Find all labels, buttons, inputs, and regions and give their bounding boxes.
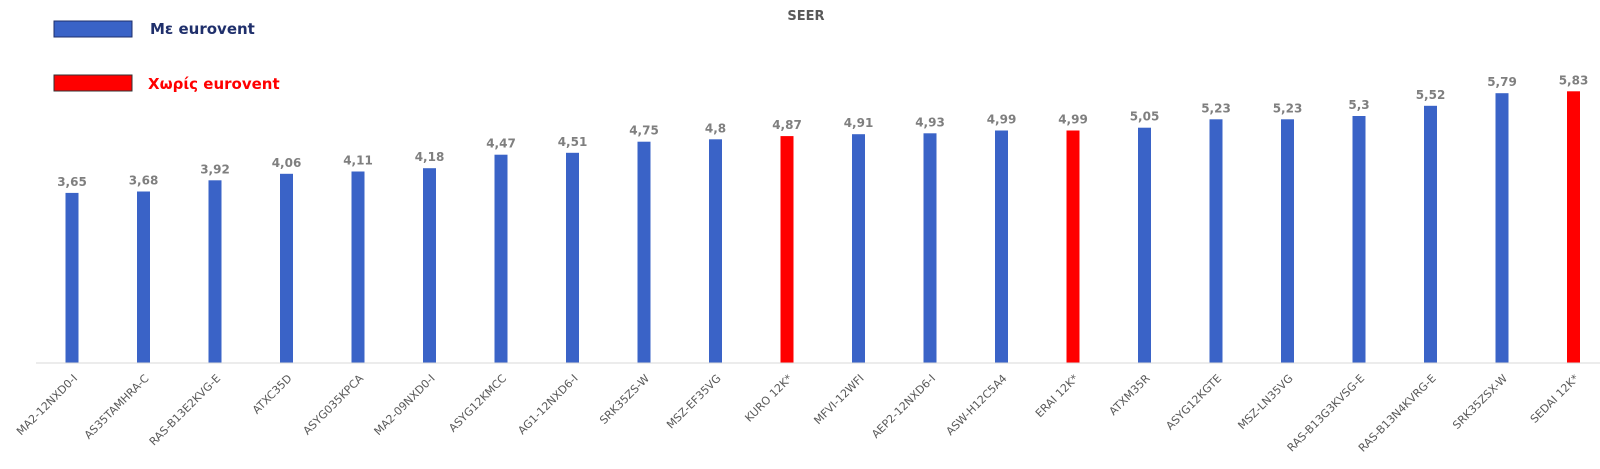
data-label-19: 5,52 [1416, 88, 1446, 102]
bar-0 [65, 192, 79, 363]
data-label-8: 4,75 [629, 124, 659, 138]
x-tick-label-11: MFVI-12WFI [811, 372, 866, 427]
data-label-7: 4,51 [558, 135, 588, 149]
legend-swatch-without-eurovent [53, 74, 133, 92]
bar-15 [1138, 127, 1151, 363]
x-tick-label-1: AS35TAMHRA-C [82, 372, 152, 442]
x-tick-label-12: AEP2-12NXD6-I [869, 372, 938, 441]
data-label-3: 4,06 [272, 156, 302, 170]
x-tick-label-0: MA2-12NXD0-I [14, 372, 80, 438]
x-tick-label-18: RAS-B13G3KVSG-E [1285, 372, 1367, 454]
x-tick-label-4: ASYG035KPCA [300, 372, 366, 438]
data-label-17: 5,23 [1273, 101, 1303, 115]
data-labels: 3,65 3,68 3,92 4,06 4,11 4,18 4,47 4,51 4,75 4,8 4… [57, 73, 1588, 189]
x-tick-label-5: MA2-09NXD0-I [372, 372, 438, 438]
bar-2 [208, 180, 222, 363]
x-tick-label-16: ASYG12KGTE [1163, 372, 1224, 433]
data-label-15: 5,05 [1130, 110, 1160, 124]
x-tick-label-15: ATXM35R [1107, 372, 1153, 418]
bars [65, 91, 1580, 364]
data-label-5: 4,18 [415, 150, 445, 164]
x-tick-label-7: AG1-12NXD6-I [515, 372, 580, 437]
x-tick-label-8: SRK35ZS-W [597, 372, 652, 427]
x-tick-label-6: ASYG12KMCC [446, 372, 509, 435]
bar-14 [1066, 130, 1080, 363]
legend: Με eurovent Χωρίς eurovent [53, 20, 280, 93]
data-label-1: 3,68 [129, 174, 159, 188]
bar-4 [351, 171, 365, 363]
data-label-21: 5,83 [1559, 73, 1589, 87]
bar-7 [566, 152, 579, 363]
bar-21 [1567, 91, 1580, 364]
chart-title: SEER [787, 9, 824, 24]
data-label-0: 3,65 [57, 175, 87, 189]
legend-swatch-with-eurovent [53, 20, 133, 38]
x-tick-label-13: ASW-H12C5A4 [944, 372, 1010, 438]
bar-13 [995, 130, 1008, 363]
x-tick-label-20: SRK35ZSX-W [1450, 372, 1510, 432]
x-tick-label-9: MSZ-EF35VG [664, 372, 723, 431]
data-label-16: 5,23 [1201, 101, 1231, 115]
bar-3 [280, 173, 293, 363]
bar-8 [637, 141, 651, 363]
data-label-14: 4,99 [1058, 113, 1088, 127]
bar-17 [1281, 119, 1294, 363]
x-tick-label-3: ATXC35D [250, 372, 295, 417]
bar-6 [494, 154, 508, 363]
bar-5 [423, 168, 436, 363]
bar-10 [780, 136, 794, 363]
bar-18 [1352, 116, 1366, 363]
data-label-20: 5,79 [1487, 75, 1517, 89]
data-label-12: 4,93 [915, 115, 945, 129]
bar-12 [923, 133, 937, 363]
bar-1 [137, 191, 150, 363]
x-tick-label-10: KURO 12K* [742, 372, 795, 425]
data-label-10: 4,87 [772, 118, 802, 132]
bar-11 [852, 134, 865, 363]
bar-16 [1209, 119, 1223, 363]
legend-label-with-eurovent: Με eurovent [150, 20, 255, 38]
data-label-2: 3,92 [200, 162, 230, 176]
data-label-9: 4,8 [705, 121, 726, 135]
data-label-18: 5,3 [1348, 98, 1369, 112]
x-tick-label-14: ERAI 12K* [1033, 372, 1082, 421]
bar-9 [709, 139, 722, 363]
x-tick-label-17: MSZ-LN35VG [1235, 372, 1295, 432]
data-label-11: 4,91 [844, 116, 874, 130]
data-label-13: 4,99 [987, 113, 1017, 127]
bar-20 [1495, 93, 1509, 363]
bar-19 [1424, 105, 1437, 364]
data-label-6: 4,47 [486, 137, 516, 151]
legend-label-without-eurovent: Χωρίς eurovent [148, 75, 280, 93]
x-tick-label-19: RAS-B13N4KVRG-E [1356, 372, 1439, 455]
x-tick-label-21: SEDAI 12K* [1528, 372, 1582, 426]
data-label-4: 4,11 [343, 154, 373, 168]
x-tick-label-2: RAS-B13E2KVG-E [147, 372, 223, 448]
